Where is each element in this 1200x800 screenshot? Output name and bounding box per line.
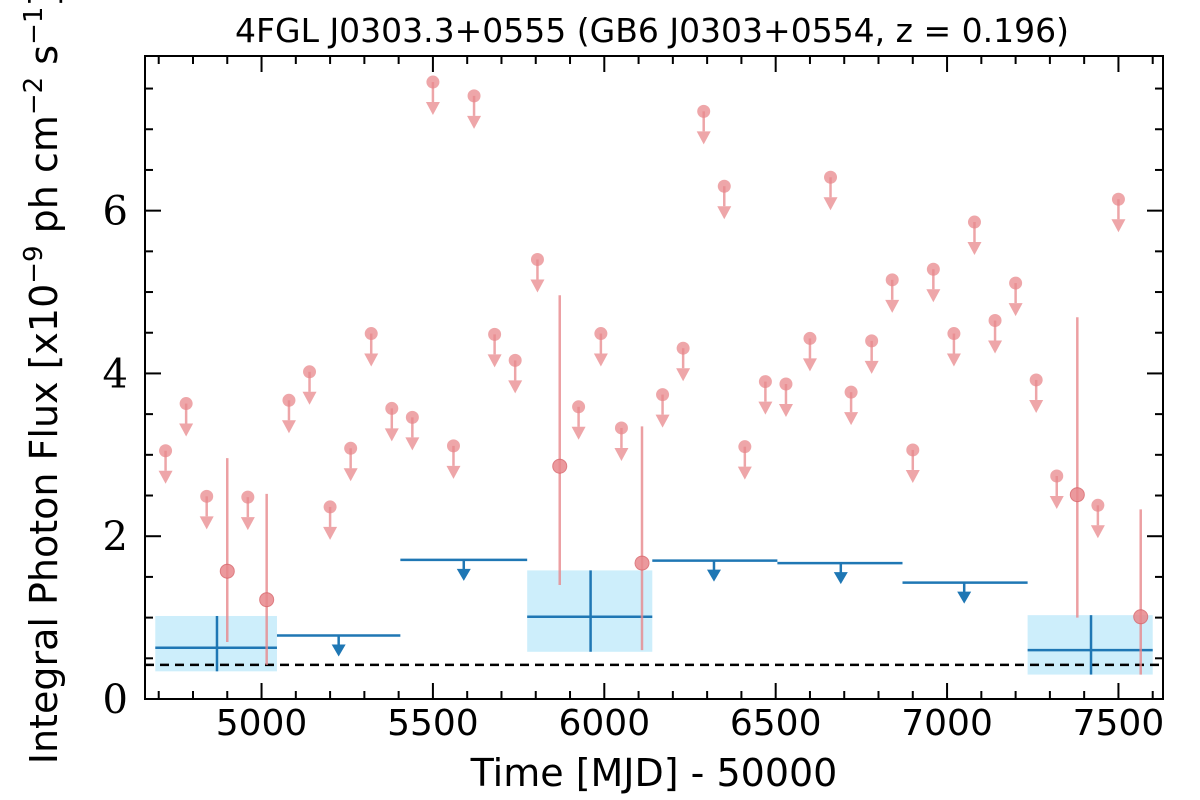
fine-detection-point: [259, 592, 275, 608]
fine-upper-limit-arrow: [926, 289, 941, 303]
fine-upper-limit-arrow: [240, 517, 255, 531]
fine-upper-limit-arrow: [199, 516, 214, 530]
plot-area: [145, 75, 1163, 675]
fine-upper-limit-arrow: [655, 414, 670, 428]
fine-upper-limit-arrow: [158, 470, 173, 484]
fine-upper-limit-arrow: [446, 465, 461, 479]
fine-upper-limit-arrow: [179, 423, 194, 437]
y-axis-label-main: Integral Photon Flux [x10: [22, 284, 66, 765]
coarse-upper-limit-arrow: [957, 591, 972, 604]
fine-upper-limit-arrow: [823, 197, 838, 211]
fine-upper-limit-arrow: [571, 426, 586, 440]
fine-upper-limit-arrow: [281, 420, 296, 434]
y-tick-label: 6: [103, 189, 128, 235]
fine-detection-point: [219, 563, 235, 579]
fine-upper-limit-arrow: [1111, 219, 1126, 233]
fine-upper-limit-arrow: [717, 206, 732, 220]
fine-detection-point: [1133, 609, 1149, 625]
fine-upper-limit-arrow: [988, 340, 1003, 354]
fine-upper-limit-arrow: [885, 299, 900, 313]
y-tick-label: 0: [103, 677, 128, 723]
fine-upper-limit-arrow: [696, 131, 711, 145]
fine-upper-limit-arrow: [467, 115, 482, 129]
x-tick-label: 6000: [558, 703, 650, 744]
fine-upper-limit-arrow: [323, 526, 338, 540]
fine-upper-limit-arrow: [405, 437, 420, 451]
chart-title: 4FGL J0303.3+0555 (GB6 J0303+0554, z = 0…: [235, 11, 1069, 50]
fine-upper-limit-arrow: [676, 368, 691, 382]
y-axis-label-exp2: −2: [19, 77, 49, 115]
y-axis-label-mid: ph cm: [22, 115, 66, 245]
fine-upper-limit-arrow: [508, 380, 523, 394]
y-axis-label-exp1: −9: [19, 245, 49, 283]
x-tick-label: 7000: [901, 703, 993, 744]
fine-upper-limit-arrow: [1008, 303, 1023, 317]
y-axis-label-exp3: −1: [19, 7, 49, 45]
coarse-upper-limit-arrow: [331, 644, 346, 657]
fine-upper-limit-arrow: [864, 360, 879, 374]
axis-ticks: 5000 5500 6000 6500 7000 7500 0 2 4 6: [103, 56, 1165, 744]
fine-upper-limit-arrow: [905, 469, 920, 483]
fine-upper-limit-arrow: [967, 242, 982, 256]
y-axis-label-end: ]: [22, 0, 66, 7]
x-tick-label: 5500: [387, 703, 479, 744]
fine-detection-point: [552, 458, 568, 474]
fine-upper-limit-arrow: [530, 279, 545, 293]
fine-upper-limit-arrow: [778, 404, 793, 418]
fine-upper-limit-arrow: [302, 391, 317, 405]
fine-upper-limit-arrow: [844, 412, 859, 426]
fine-upper-limit-arrow: [343, 468, 358, 482]
y-axis-label-s: s: [22, 45, 66, 77]
fine-upper-limit-arrow: [425, 102, 440, 116]
y-tick-label: 2: [103, 514, 128, 560]
fine-upper-limit-arrow: [1049, 495, 1064, 509]
fine-detection-point: [1069, 487, 1085, 503]
fine-upper-limit-arrow: [758, 401, 773, 415]
fine-upper-limit-arrow: [364, 353, 379, 367]
fine-upper-limit-arrow: [1090, 525, 1105, 539]
coarse-upper-limit-arrow: [833, 572, 848, 585]
x-tick-label: 7500: [1073, 703, 1165, 744]
plot-frame: [144, 55, 1164, 700]
coarse-upper-limit-arrow: [456, 568, 471, 581]
fine-detection-point: [634, 555, 650, 571]
y-axis-label: Integral Photon Flux [x10−9 ph cm−2 s−1]: [19, 0, 66, 764]
fine-upper-limit-arrow: [737, 466, 752, 480]
x-tick-label: 6500: [730, 703, 822, 744]
coarse-upper-limit-arrow: [706, 569, 721, 582]
y-tick-label: 4: [103, 351, 128, 397]
fine-upper-limit-arrow: [802, 358, 817, 372]
fine-upper-limit-arrow: [946, 353, 961, 367]
x-tick-label: 5000: [216, 703, 308, 744]
fine-upper-limit-arrow: [614, 447, 629, 461]
x-axis-label: Time [MJD] - 50000: [470, 751, 838, 795]
fine-upper-limit-arrow: [1029, 399, 1044, 413]
fine-upper-limit-arrow: [593, 353, 608, 367]
fine-upper-limit-arrow: [487, 354, 502, 368]
fine-upper-limit-arrow: [384, 428, 399, 442]
